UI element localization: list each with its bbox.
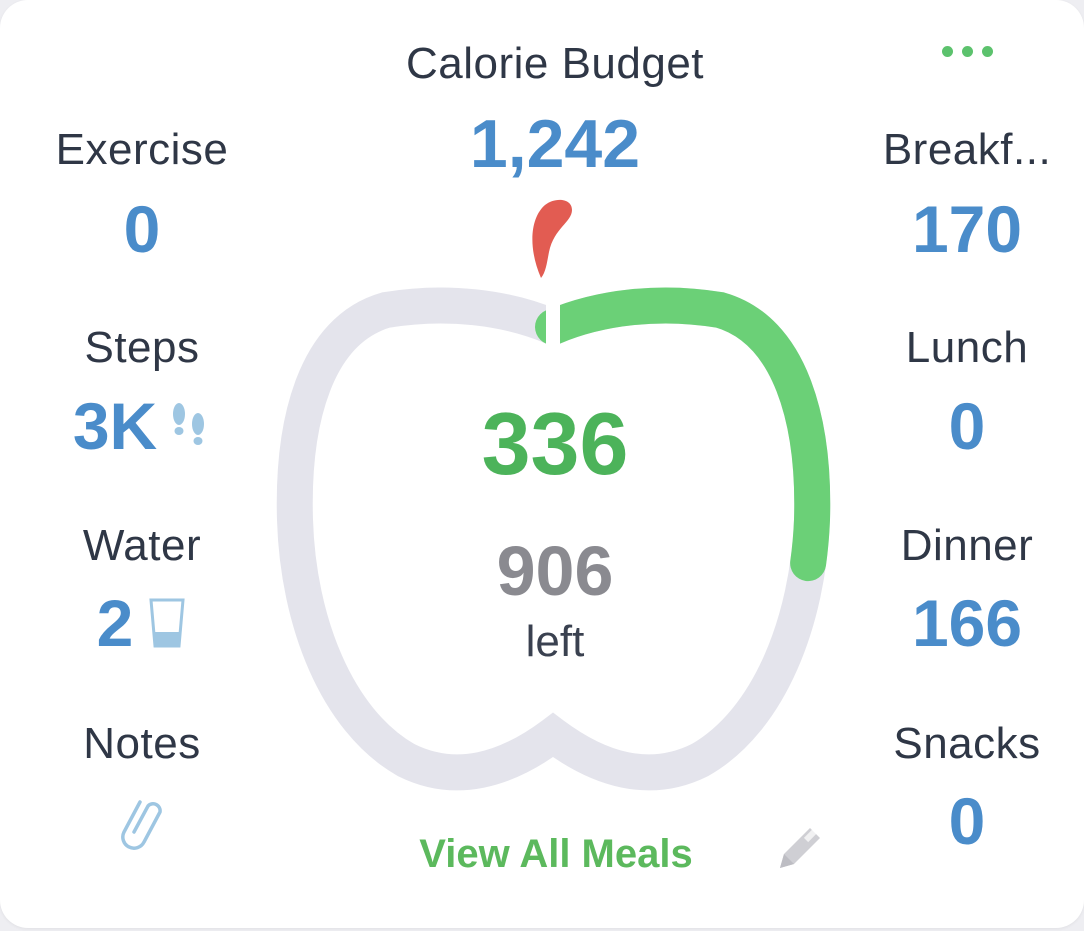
steps-value-row: 3K <box>0 393 284 459</box>
lunch-value: 0 <box>948 389 986 463</box>
exercise-value: 0 <box>123 192 161 266</box>
exercise-label: Exercise <box>55 125 229 174</box>
calorie-budget-value: 1,242 <box>469 106 641 182</box>
more-options-icon[interactable] <box>940 40 996 64</box>
water-label: Water <box>82 521 202 570</box>
pencil-icon[interactable] <box>772 820 828 876</box>
breakfast-value: 170 <box>911 192 1023 266</box>
dinner-value: 166 <box>911 586 1023 660</box>
water-glass-icon <box>149 598 185 648</box>
water-value-row: 2 <box>0 590 284 656</box>
footsteps-icon <box>173 403 205 445</box>
water-value: 2 <box>96 586 134 660</box>
lunch-label: Lunch <box>905 323 1029 372</box>
view-all-meals-link[interactable]: View All Meals <box>419 832 693 876</box>
calorie-budget-title: Calorie Budget <box>405 39 705 88</box>
snacks-label: Snacks <box>893 719 1041 768</box>
remaining-calories: 906 <box>496 532 614 610</box>
notes-label: Notes <box>83 719 201 768</box>
dinner-label: Dinner <box>900 521 1034 570</box>
consumed-calories: 336 <box>481 394 629 493</box>
steps-label: Steps <box>84 323 200 372</box>
ring-progress <box>276 287 831 791</box>
breakfast-label: Breakf... <box>882 125 1052 174</box>
steps-value: 3K <box>72 389 158 463</box>
snacks-value: 0 <box>948 784 986 858</box>
remaining-label: left <box>525 617 585 666</box>
paperclip-icon <box>121 800 162 850</box>
apple-leaf-icon <box>532 199 572 278</box>
